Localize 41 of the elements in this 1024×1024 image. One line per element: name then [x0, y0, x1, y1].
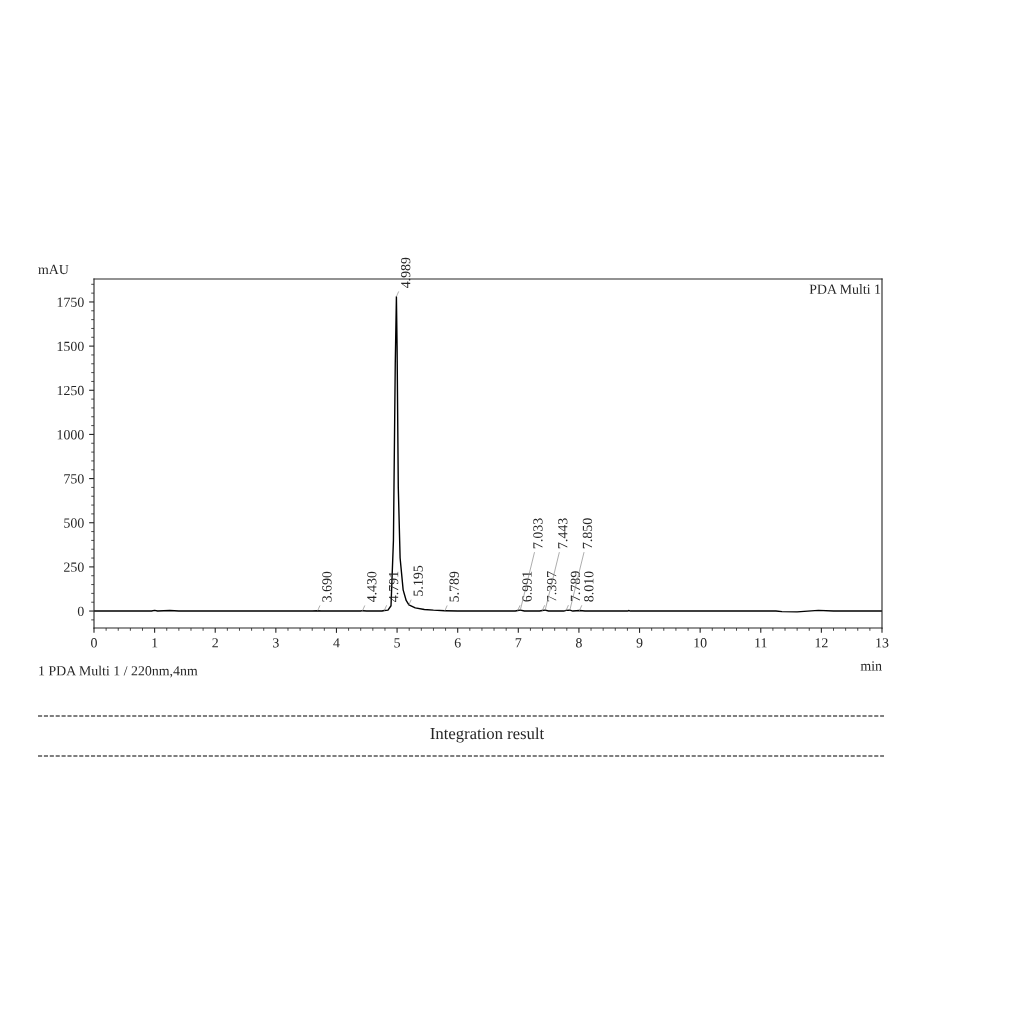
x-tick-label: 12 — [815, 638, 828, 648]
x-tick-label: 8 — [575, 638, 582, 648]
annotation: 7.397 — [546, 571, 557, 602]
y-tick-label: 250 — [64, 562, 84, 572]
annotation: 8.010 — [584, 571, 594, 602]
y-tick-label: 0 — [77, 606, 84, 616]
annotation: 4.791 — [388, 571, 399, 602]
annotation: 6.991 — [522, 571, 532, 602]
annotation: 5.789 — [449, 571, 459, 602]
x-tick-label: 5 — [394, 638, 401, 648]
y-tick-label: 750 — [64, 474, 84, 484]
text: Integration result — [430, 727, 545, 743]
annotation: 7.789 — [570, 571, 581, 602]
x-tick-label: 3 — [273, 638, 279, 648]
x-tick-label: 6 — [454, 638, 461, 648]
x-axis-title: min — [860, 661, 882, 671]
annotation: 3.690 — [322, 571, 332, 602]
x-tick-label: 10 — [694, 638, 707, 648]
annotation: PDA Multi 1 — [809, 284, 881, 294]
y-axis-title: mAU — [38, 264, 69, 275]
x-tick-label: 7 — [515, 638, 522, 648]
x-tick-label: 0 — [91, 638, 97, 648]
x-tick-label: 9 — [636, 638, 643, 648]
annotation: 4.989 — [400, 257, 411, 289]
line-series — [94, 295, 882, 613]
annotation: 7.443 — [558, 518, 568, 549]
x-tick-label: 2 — [212, 638, 218, 648]
annotation: 4.430 — [367, 571, 377, 603]
annotation: 7.850 — [582, 518, 593, 549]
y-tick-label: 500 — [64, 518, 84, 528]
annotation: 7.033 — [533, 518, 543, 549]
y-tick-label: 1500 — [57, 341, 84, 352]
x-tick-label: 13 — [876, 638, 889, 648]
y-tick-label: 1000 — [57, 430, 84, 440]
x-tick-label: 1 — [152, 638, 158, 648]
y-tick-label: 1250 — [57, 385, 84, 396]
x-tick-label: 11 — [755, 638, 767, 648]
text: 1 PDA Multi 1 / 220nm,4nm — [39, 665, 198, 678]
x-tick-label: 4 — [333, 638, 340, 648]
y-tick-label: 1750 — [57, 297, 84, 307]
annotation: 5.195 — [413, 565, 423, 596]
